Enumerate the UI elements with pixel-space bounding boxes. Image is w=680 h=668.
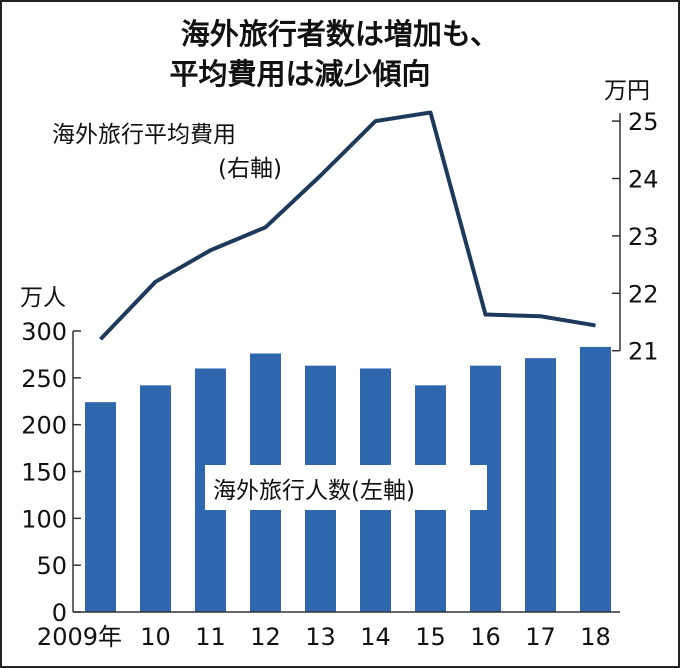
x-tick-label: 13	[305, 623, 336, 651]
x-tick-label: 11	[195, 623, 226, 651]
right-tick-label: 24	[628, 166, 659, 194]
x-tick-label: 17	[525, 623, 556, 651]
right-tick-label: 21	[628, 338, 659, 366]
x-tick-label: 18	[580, 623, 611, 651]
left-tick-label: 300	[21, 318, 67, 346]
x-tick-label: 12	[250, 623, 281, 651]
x-tick-label: 10	[140, 623, 171, 651]
chart-title-line-1: 海外旅行者数は増加も、	[181, 17, 499, 51]
right-axis-unit: 万円	[604, 78, 650, 104]
left-tick-label: 0	[52, 599, 67, 627]
left-tick-label: 150	[21, 459, 67, 487]
left-tick-label: 50	[36, 552, 67, 580]
right-tick-label: 22	[628, 280, 659, 308]
left-tick-label: 200	[21, 412, 67, 440]
right-tick-label: 25	[628, 108, 659, 136]
right-tick-label: 23	[628, 223, 659, 251]
x-tick-label: 2009年	[37, 623, 122, 651]
bar-series-label-bg	[205, 465, 487, 510]
line-average-cost	[99, 110, 596, 341]
bar-18	[580, 346, 611, 612]
left-tick-label: 250	[21, 365, 67, 393]
x-tick-label: 16	[470, 623, 501, 651]
bar-10	[140, 385, 171, 612]
bar-series-label: 海外旅行人数(左軸)	[213, 478, 415, 504]
bar-2009年	[85, 402, 116, 612]
chart-title-line-2: 平均費用は減少傾向	[169, 57, 430, 91]
line-series-label-1: 海外旅行平均費用	[52, 122, 236, 148]
bar-17	[525, 358, 556, 612]
x-tick-label: 15	[415, 623, 446, 651]
x-tick-label: 14	[360, 623, 391, 651]
left-axis-unit: 万人	[20, 285, 66, 311]
left-tick-label: 100	[21, 505, 67, 533]
line-series-label-2: (右軸)	[218, 156, 282, 182]
